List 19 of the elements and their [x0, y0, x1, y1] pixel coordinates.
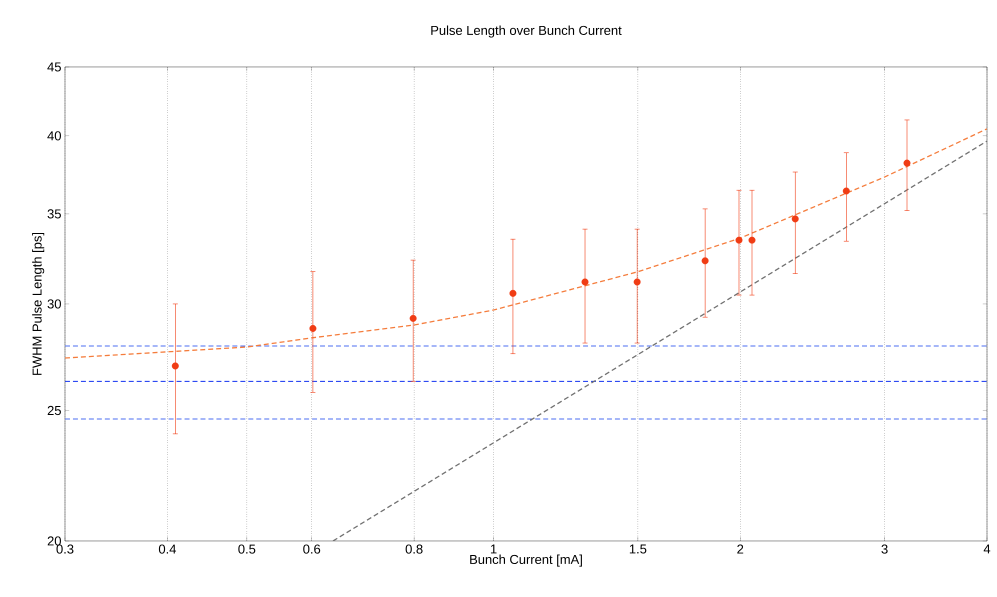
y-tick-label: 35	[48, 209, 61, 218]
y-tick-label: 30	[48, 299, 61, 309]
x-tick-label: 0.3	[56, 544, 74, 554]
y-tick-label: 45	[47, 62, 61, 72]
x-tick-label: 0.8	[406, 544, 423, 554]
y-axis-title: FWHM Pulse Length [ps]	[32, 232, 44, 375]
x-tick-label: 0.5	[238, 544, 256, 554]
y-tick-label: 40	[47, 131, 61, 140]
x-axis-title: Bunch Current [mA]	[470, 554, 582, 567]
x-tick-label: 1	[490, 544, 497, 554]
x-tick-label: 2	[737, 544, 744, 554]
x-tick-label: 1.5	[630, 544, 646, 554]
x-tick-label: 0.4	[158, 544, 176, 554]
x-tick-label: 4	[984, 544, 990, 554]
y-tick-label: 20	[48, 536, 61, 546]
y-tick-label: 25	[48, 406, 61, 416]
x-tick-label: 0.6	[303, 544, 320, 554]
chart-title: Pulse Length over Bunch Current	[431, 25, 622, 38]
x-tick-label: 3	[881, 544, 888, 554]
